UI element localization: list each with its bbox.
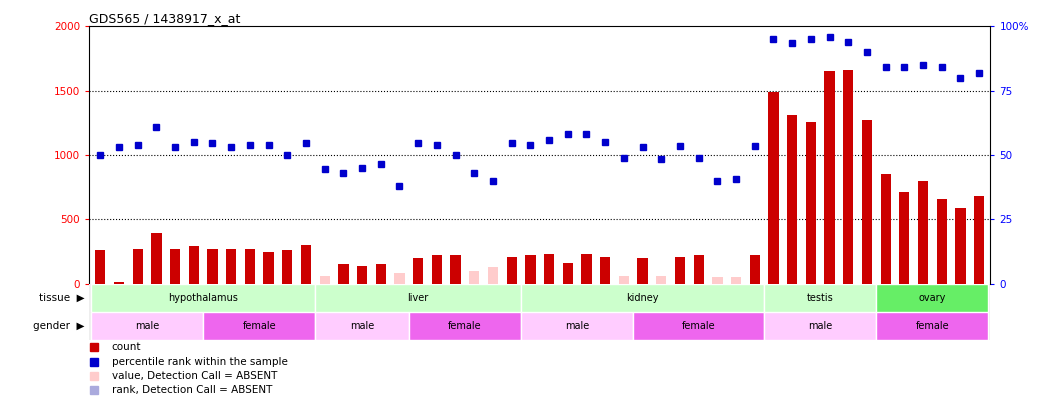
Bar [245, 249, 255, 284]
Text: kidney: kidney [627, 293, 659, 303]
Bar [675, 257, 685, 283]
Bar [357, 266, 367, 284]
Text: rank, Detection Call = ABSENT: rank, Detection Call = ABSENT [112, 385, 272, 395]
Bar [114, 282, 124, 284]
Bar [601, 257, 610, 283]
Bar [315, 312, 409, 340]
Text: tissue  ▶: tissue ▶ [39, 293, 85, 303]
Bar [170, 249, 180, 284]
Text: female: female [916, 321, 949, 331]
Bar [470, 271, 479, 283]
Bar [787, 115, 798, 284]
Bar [880, 174, 891, 284]
Bar [521, 312, 633, 340]
Bar [713, 277, 722, 284]
Bar [730, 277, 741, 284]
Bar [825, 71, 834, 284]
Bar [525, 256, 536, 284]
Bar [226, 249, 237, 284]
Bar [544, 254, 554, 284]
Text: count: count [112, 342, 141, 352]
Text: percentile rank within the sample: percentile rank within the sample [112, 356, 287, 367]
Bar [633, 312, 764, 340]
Bar [861, 120, 872, 284]
Bar [749, 256, 760, 284]
Bar [151, 234, 161, 284]
Bar [582, 254, 592, 284]
Text: liver: liver [408, 293, 429, 303]
Bar [208, 249, 218, 284]
Bar [189, 246, 199, 284]
Bar [656, 276, 667, 283]
Bar [521, 284, 764, 312]
Bar [394, 273, 405, 283]
Text: testis: testis [807, 293, 833, 303]
Bar [409, 312, 521, 340]
Bar [899, 192, 910, 284]
Bar [203, 312, 315, 340]
Bar [563, 263, 573, 284]
Bar [806, 122, 816, 284]
Bar [937, 199, 947, 284]
Bar [694, 256, 704, 284]
Bar [132, 249, 143, 284]
Text: male: male [135, 321, 159, 331]
Bar [876, 284, 988, 312]
Bar [315, 284, 521, 312]
Bar [413, 258, 423, 284]
Bar [506, 257, 517, 283]
Bar [95, 250, 106, 284]
Bar [91, 284, 315, 312]
Text: ovary: ovary [919, 293, 946, 303]
Text: male: male [350, 321, 374, 331]
Text: female: female [242, 321, 276, 331]
Bar [764, 312, 876, 340]
Bar [451, 256, 461, 284]
Bar [974, 196, 984, 284]
Bar [263, 252, 274, 284]
Bar [764, 284, 876, 312]
Bar [637, 258, 648, 284]
Bar [320, 276, 330, 283]
Bar [618, 276, 629, 283]
Bar [487, 267, 498, 284]
Bar [843, 70, 853, 284]
Bar [432, 256, 442, 284]
Bar [339, 264, 349, 284]
Bar [768, 92, 779, 284]
Text: gender  ▶: gender ▶ [34, 321, 85, 331]
Bar [876, 312, 988, 340]
Bar [918, 181, 929, 284]
Bar [282, 250, 292, 284]
Text: GDS565 / 1438917_x_at: GDS565 / 1438917_x_at [89, 12, 240, 25]
Bar [375, 264, 386, 284]
Text: male: male [808, 321, 832, 331]
Text: female: female [449, 321, 482, 331]
Bar [956, 208, 965, 284]
Text: male: male [565, 321, 589, 331]
Text: hypothalamus: hypothalamus [169, 293, 238, 303]
Bar [301, 245, 311, 284]
Text: value, Detection Call = ABSENT: value, Detection Call = ABSENT [112, 371, 277, 381]
Text: female: female [682, 321, 716, 331]
Bar [91, 312, 203, 340]
